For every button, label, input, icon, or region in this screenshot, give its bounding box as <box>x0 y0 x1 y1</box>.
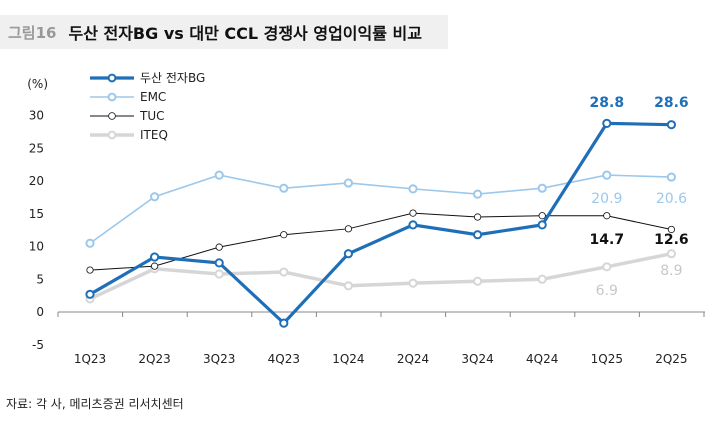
y-tick-label: 5 <box>36 272 44 286</box>
data-point <box>279 183 289 193</box>
legend-marker <box>107 73 117 83</box>
x-tick-label: 4Q23 <box>268 352 300 366</box>
x-tick-label: 1Q24 <box>332 352 364 366</box>
chart-title: 두산 전자BG vs 대만 CCL 경쟁사 영업이익률 비교 <box>68 24 422 43</box>
x-tick-label: 2Q23 <box>138 352 170 366</box>
legend-marker <box>107 130 117 140</box>
data-point <box>214 258 224 268</box>
legend-marker <box>108 112 116 120</box>
data-label: 20.9 <box>591 191 622 207</box>
data-point <box>408 220 418 230</box>
data-point <box>473 189 483 199</box>
data-point <box>666 172 677 182</box>
data-point <box>602 118 612 128</box>
data-point <box>537 274 547 284</box>
y-tick-label: 15 <box>29 207 44 221</box>
data-point <box>538 212 546 220</box>
data-point <box>343 178 353 188</box>
data-label: 8.9 <box>660 263 682 279</box>
legend-marker <box>107 92 117 102</box>
data-point <box>602 262 612 272</box>
data-point <box>408 184 418 194</box>
data-point <box>280 231 288 239</box>
data-label: 28.8 <box>590 95 625 111</box>
x-tick-label: 4Q24 <box>526 352 558 366</box>
data-point <box>279 267 289 277</box>
x-tick-label: 3Q24 <box>461 352 493 366</box>
y-tick-label: 25 <box>29 141 44 155</box>
x-tick-label: 1Q23 <box>74 352 106 366</box>
data-point <box>86 266 94 274</box>
x-tick-label: 3Q23 <box>203 352 235 366</box>
y-tick-label: -5 <box>32 338 44 352</box>
data-point <box>85 238 95 248</box>
legend-label: TUC <box>139 109 165 123</box>
data-point <box>214 269 224 279</box>
y-unit-label: (%) <box>27 77 48 91</box>
data-point <box>150 252 160 262</box>
data-point <box>343 281 353 291</box>
data-point <box>409 209 417 217</box>
data-point <box>214 170 224 180</box>
data-point <box>151 262 159 270</box>
data-point <box>666 249 677 259</box>
series-line-3 <box>89 251 672 301</box>
series-line-0 <box>89 121 672 326</box>
data-point <box>473 276 483 286</box>
data-point <box>85 289 95 299</box>
data-point <box>537 220 547 230</box>
data-point <box>343 249 353 259</box>
x-tick-label: 1Q25 <box>591 352 623 366</box>
legend-label: 두산 전자BG <box>140 71 205 85</box>
source-note: 자료: 각 사, 메리츠증권 리서치센터 <box>6 397 184 411</box>
data-point <box>215 243 223 251</box>
y-tick-label: 30 <box>29 109 44 123</box>
data-point <box>667 225 676 234</box>
x-tick-label: 2Q25 <box>655 352 687 366</box>
series-line-1 <box>89 174 672 244</box>
data-point <box>473 213 482 221</box>
data-label: 12.6 <box>654 232 689 248</box>
figure-title-bar: 그림16 두산 전자BG vs 대만 CCL 경쟁사 영업이익률 비교 <box>0 15 448 49</box>
data-label: 28.6 <box>654 95 689 111</box>
y-tick-label: 20 <box>29 174 44 188</box>
x-tick-label: 2Q24 <box>397 352 429 366</box>
data-point <box>603 212 611 220</box>
data-point <box>537 183 547 193</box>
data-point <box>279 318 289 328</box>
legend-label: EMC <box>140 90 166 104</box>
data-point <box>408 278 418 288</box>
data-label: 6.9 <box>596 283 618 299</box>
figure-number: 그림16 <box>8 23 57 42</box>
data-point <box>666 120 677 130</box>
data-point <box>150 192 160 202</box>
data-point <box>473 230 483 240</box>
data-point <box>344 225 352 233</box>
legend-label: ITEQ <box>140 128 168 142</box>
y-tick-label: 10 <box>29 240 44 254</box>
data-point <box>602 170 612 180</box>
y-tick-label: 0 <box>36 305 44 319</box>
series-line-2 <box>89 212 672 271</box>
data-label: 20.6 <box>656 191 687 207</box>
data-label: 14.7 <box>590 232 625 248</box>
